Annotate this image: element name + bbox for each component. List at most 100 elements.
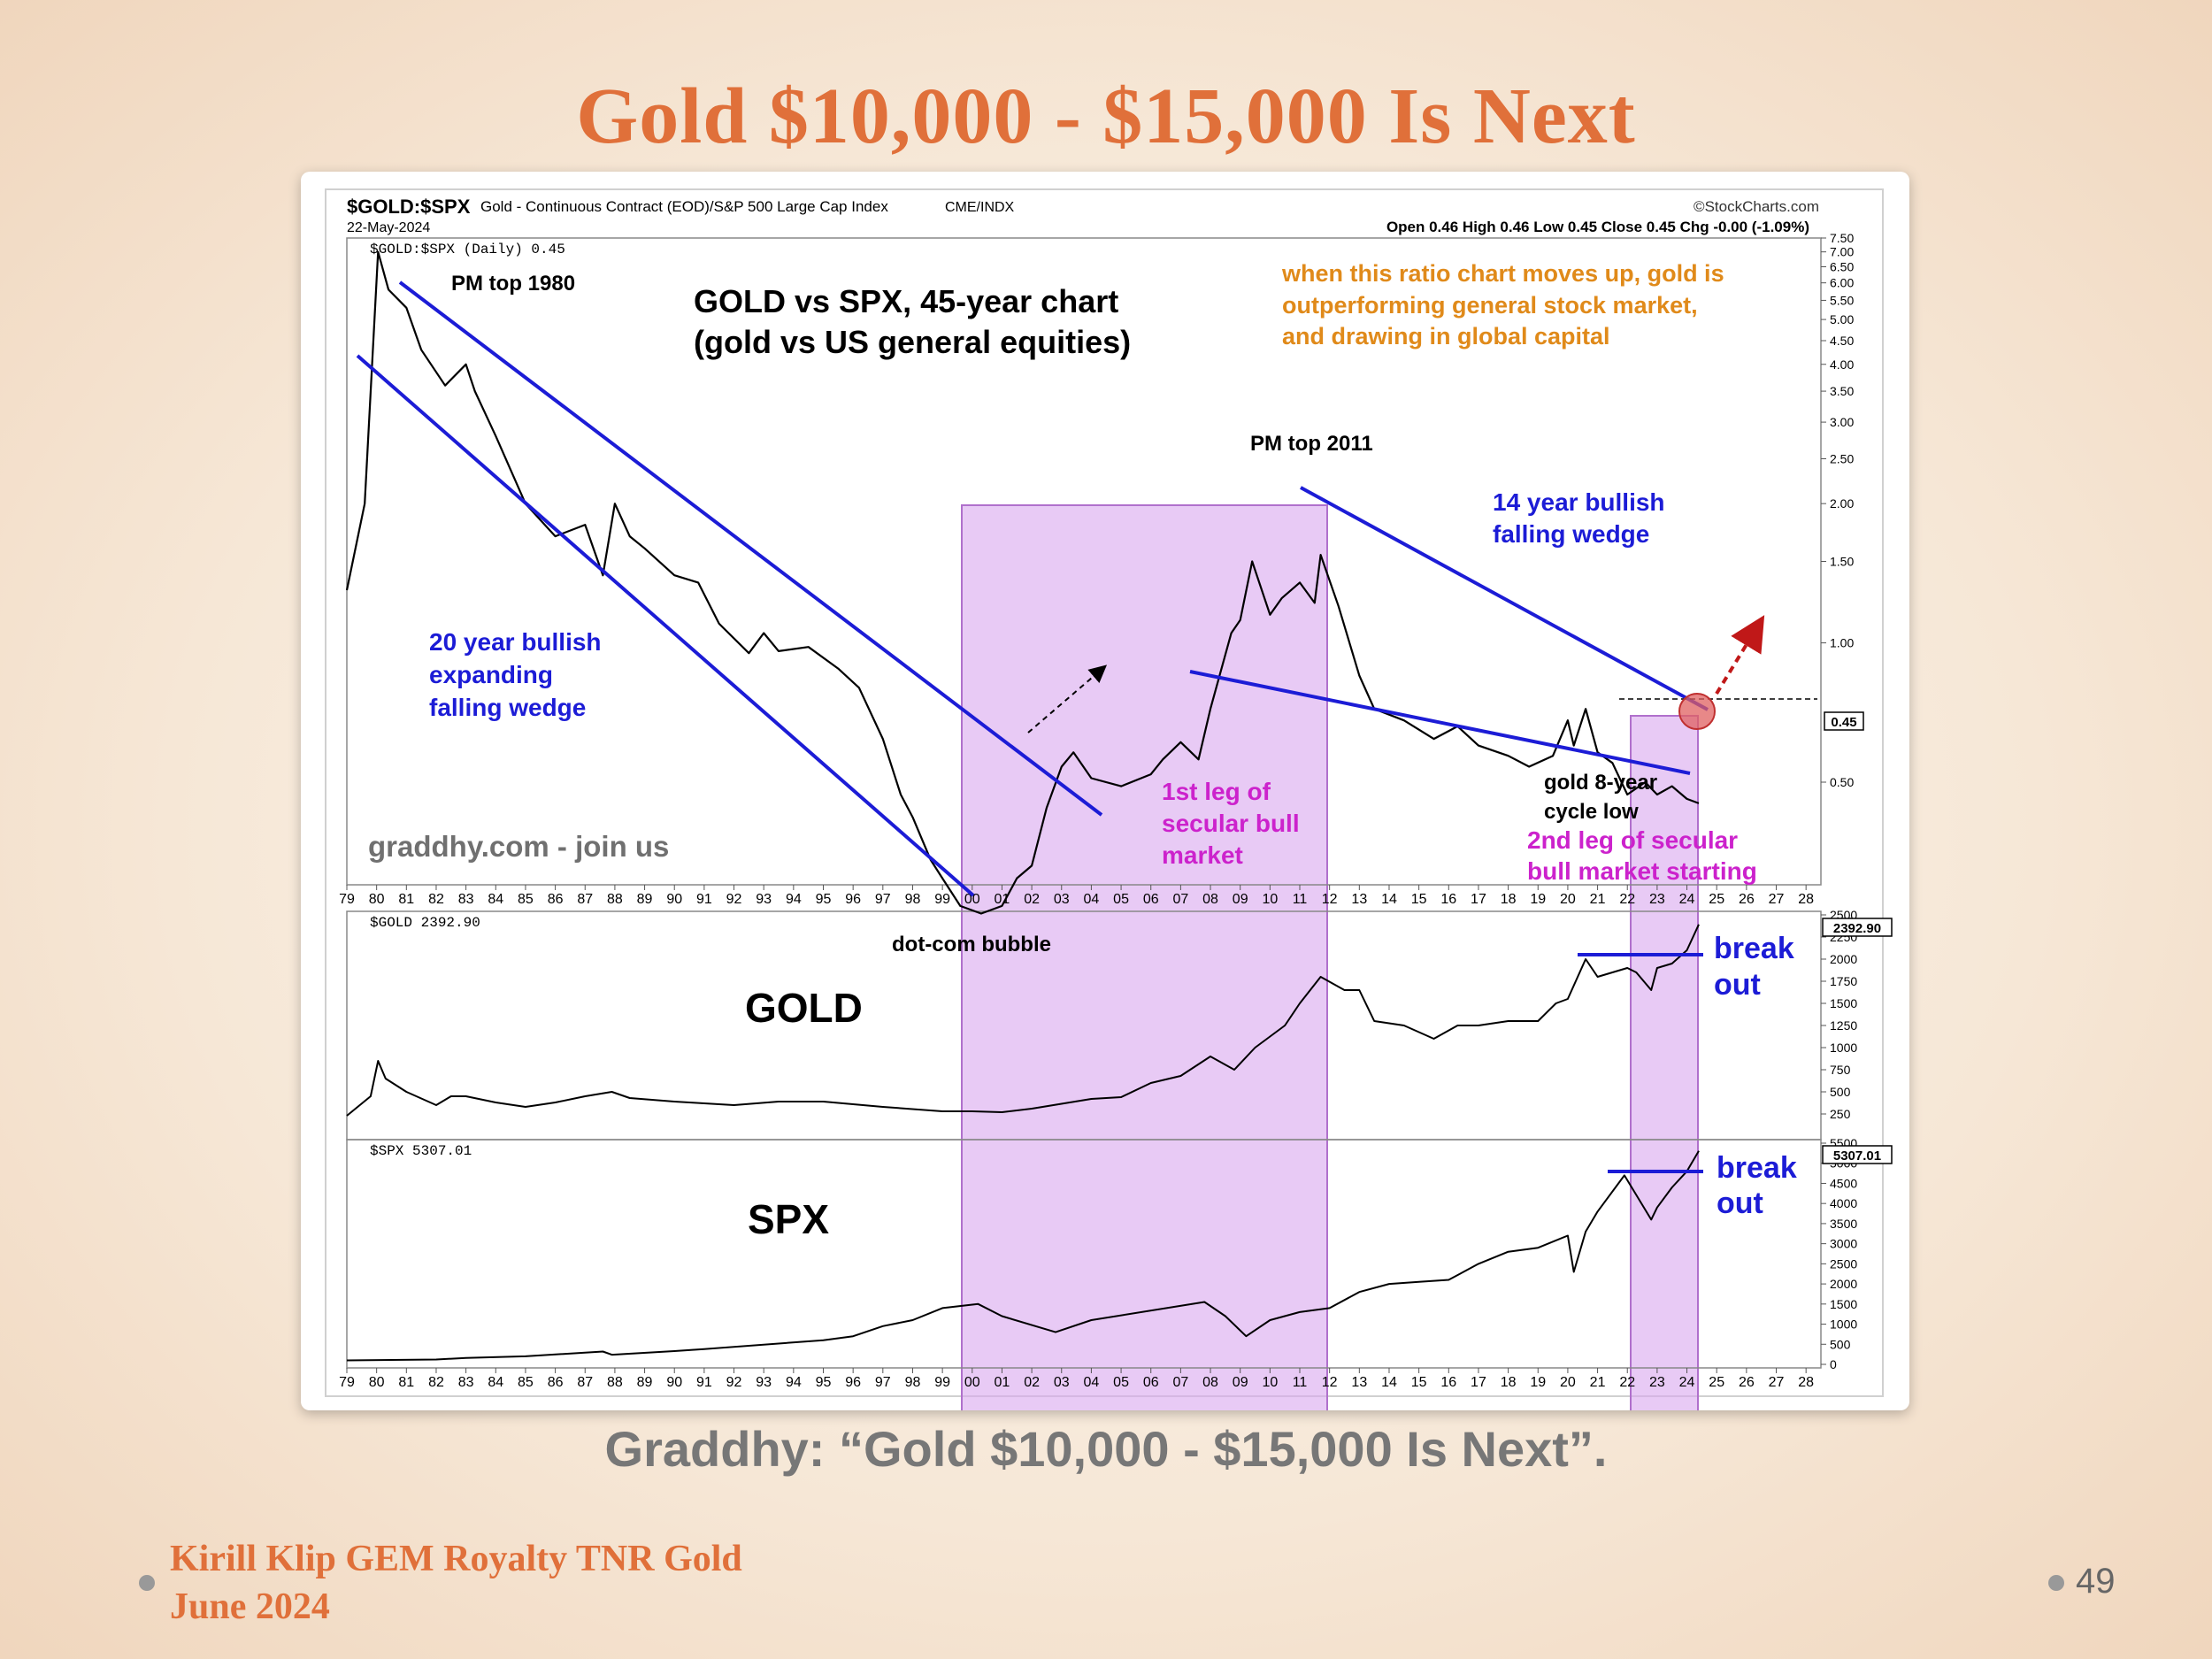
annotation-chart-title-line1: GOLD vs SPX, 45-year chart <box>694 283 1118 319</box>
x-tick-label: 89 <box>637 892 653 907</box>
x-tick-label: 16 <box>1440 892 1456 907</box>
x-tick-label: 27 <box>1769 892 1785 907</box>
footer-bullet-icon <box>139 1575 155 1591</box>
x-tick-label: 26 <box>1739 1375 1755 1390</box>
y-tick-label: 0 <box>1830 1357 1837 1371</box>
x-tick-label: 03 <box>1054 892 1070 907</box>
x-tick-label: 85 <box>518 1375 534 1390</box>
x-tick-label: 86 <box>548 892 564 907</box>
header-description: Gold - Continuous Contract (EOD)/S&P 500… <box>480 198 888 215</box>
x-tick-label: 87 <box>577 892 593 907</box>
annotation-cycle-low-line2: cycle low <box>1544 800 1639 824</box>
x-tick-label: 13 <box>1351 892 1367 907</box>
ratio-y-axis: 7.507.006.50 6.00 5.50 5.00 4.50 4.00 3.50 3.00… <box>1821 231 1854 789</box>
annotation-chart-title-line2: (gold vs US general equities) <box>694 324 1131 360</box>
x-tick-label: 11 <box>1293 1375 1308 1390</box>
y-tick-label: 4.00 <box>1830 357 1854 372</box>
y-tick-label: 2.50 <box>1830 451 1854 465</box>
x-tick-label: 23 <box>1649 1375 1665 1390</box>
header-symbol: $GOLD:$SPX <box>347 196 471 218</box>
x-tick-label: 19 <box>1530 892 1546 907</box>
y-tick-label: 3500 <box>1830 1217 1857 1231</box>
y-tick-label: 3000 <box>1830 1237 1857 1251</box>
x-tick-label: 02 <box>1024 892 1040 907</box>
x-tick-label: 96 <box>845 892 861 907</box>
x-tick-label: 93 <box>756 1375 772 1390</box>
annotation-first-leg-line1: 1st leg of <box>1162 778 1271 805</box>
x-tick-label: 80 <box>369 892 385 907</box>
y-tick-label: 4000 <box>1830 1196 1857 1210</box>
panel-gold-title: $GOLD 2392.90 <box>370 915 480 931</box>
x-tick-label: 98 <box>905 1375 921 1390</box>
x-tick-label: 08 <box>1202 892 1218 907</box>
slide-title: Gold $10,000 - $15,000 Is Next <box>576 73 1636 160</box>
x-tick-label: 11 <box>1293 892 1308 907</box>
ratio-series-line <box>345 250 1700 915</box>
annotation-second-leg-line2: bull market starting <box>1527 857 1757 885</box>
x-tick-label: 21 <box>1590 1375 1606 1390</box>
x-tick-label: 25 <box>1709 1375 1724 1390</box>
x-tick-label: 96 <box>845 1375 861 1390</box>
x-tick-label: 10 <box>1262 1375 1278 1390</box>
annotation-wedge20-line1: 20 year bullish <box>429 628 602 656</box>
x-tick-label: 16 <box>1440 1375 1456 1390</box>
annotation-gold-breakout-line2: out <box>1714 968 1761 1002</box>
x-tick-label: 20 <box>1560 1375 1576 1390</box>
annotation-orange-line1: when this ratio chart moves up, gold is <box>1281 260 1724 287</box>
x-tick-label: 22 <box>1619 892 1635 907</box>
page-number: 49 <box>2076 1562 2116 1601</box>
x-tick-label: 87 <box>577 1375 593 1390</box>
trendline-wedge20-lower <box>356 354 975 897</box>
y-tick-label: 6.00 <box>1830 276 1854 290</box>
x-tick-label: 91 <box>696 1375 712 1390</box>
x-tick-label: 09 <box>1233 892 1248 907</box>
y-tick-label: 3.00 <box>1830 415 1854 429</box>
x-tick-label: 82 <box>428 1375 444 1390</box>
annotation-pm-top-1980: PM top 1980 <box>451 272 575 296</box>
x-tick-label: 00 <box>964 1375 980 1390</box>
dashed-arrow-red <box>1715 615 1765 695</box>
y-tick-label: 0.50 <box>1830 775 1854 789</box>
x-tick-label: 06 <box>1143 1375 1159 1390</box>
x-tick-label: 98 <box>905 892 921 907</box>
spx-last-value: 5307.01 <box>1822 1145 1893 1164</box>
x-tick-label: 27 <box>1769 1375 1785 1390</box>
x-tick-label: 09 <box>1233 1375 1248 1390</box>
y-tick-label: 2000 <box>1830 952 1857 966</box>
x-tick-label: 15 <box>1411 1375 1427 1390</box>
x-tick-label: 90 <box>666 892 682 907</box>
gold-series-line <box>346 924 1700 1117</box>
slide-caption: Graddhy: “Gold $10,000 - $15,000 Is Next… <box>604 1421 1608 1477</box>
breakout-circle-marker <box>1678 693 1716 730</box>
gold-last-value: 2392.90 <box>1822 918 1893 937</box>
panel-spx-title: $SPX 5307.01 <box>370 1143 472 1159</box>
x-tick-label: 13 <box>1351 1375 1367 1390</box>
x-tick-label: 00 <box>964 892 980 907</box>
header-date: 22-May-2024 <box>347 220 430 235</box>
x-tick-label: 17 <box>1471 1375 1486 1390</box>
panel-spx-frame <box>346 1139 1822 1369</box>
x-tick-label: 81 <box>398 892 414 907</box>
x-tick-label: 08 <box>1202 1375 1218 1390</box>
panel-ratio-title: $GOLD:$SPX (Daily) 0.45 <box>370 242 565 257</box>
y-tick-label: 1000 <box>1830 1317 1857 1332</box>
x-tick-label: 79 <box>339 1375 355 1390</box>
ratio-last-value: 0.45 <box>1824 711 1864 731</box>
x-tick-label: 99 <box>934 1375 950 1390</box>
x-tick-label: 81 <box>398 1375 414 1390</box>
x-tick-label: 23 <box>1649 892 1665 907</box>
y-tick-label: 1.50 <box>1830 555 1854 569</box>
y-tick-label: 4.50 <box>1830 334 1854 348</box>
annotation-pm-top-2011: PM top 2011 <box>1250 432 1373 456</box>
annotation-gold-label: GOLD <box>745 985 863 1031</box>
x-tick-label: 89 <box>637 1375 653 1390</box>
x-tick-label: 97 <box>875 892 891 907</box>
highlight-band-2022-2024 <box>1630 715 1699 1410</box>
y-tick-label: 7.50 <box>1830 231 1854 245</box>
x-tick-label: 80 <box>369 1375 385 1390</box>
x-tick-label: 88 <box>607 892 623 907</box>
x-tick-label: 22 <box>1619 1375 1635 1390</box>
x-tick-label: 18 <box>1501 892 1517 907</box>
y-tick-label: 1250 <box>1830 1018 1857 1033</box>
x-tick-label: 05 <box>1113 892 1129 907</box>
